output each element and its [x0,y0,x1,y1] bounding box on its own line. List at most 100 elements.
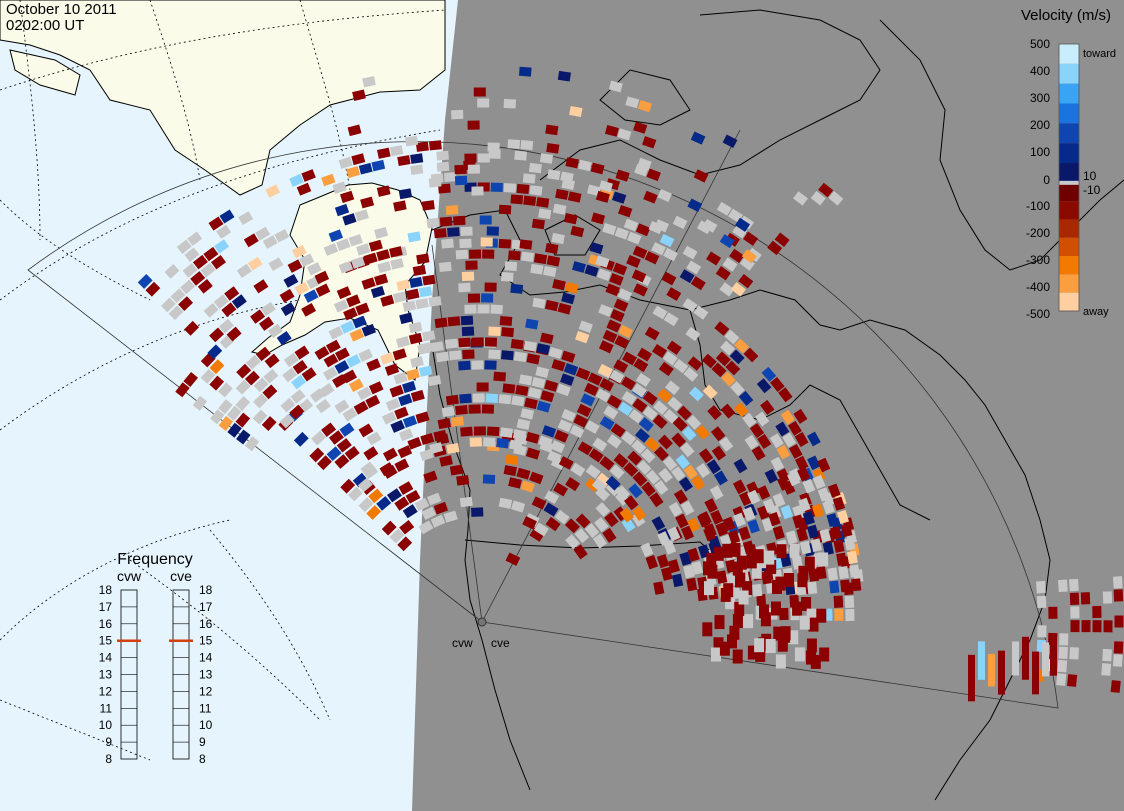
velocity-cell [536,400,551,413]
velocity-cell [516,467,531,480]
velocity-cell [759,604,769,619]
velocity-cell [753,549,764,564]
frequency-tick-label: 18 [99,583,113,597]
velocity-cell [328,430,344,445]
frequency-tick-label: 10 [199,718,213,732]
velocity-cell [739,256,755,271]
velocity-cell [687,517,701,533]
velocity-cell [714,321,730,336]
velocity-cell [806,650,816,665]
velocity-tick-labels: 500400300200100100-10-100-200-300-400-50… [1026,37,1101,321]
velocity-cell [603,405,619,420]
velocity-cell [339,422,355,437]
velocity-cell [235,412,251,428]
velocity-cell [289,404,305,420]
velocity-cell [765,639,776,653]
velocity-cell [291,244,307,259]
velocity-cell [657,388,673,403]
velocity-cell [570,462,586,477]
velocity-cell [1103,620,1113,633]
velocity-cell [349,328,365,342]
velocity-cell [292,360,308,375]
velocity-cell [1092,620,1102,633]
velocity-cell [529,185,543,196]
velocity-cell [525,447,541,460]
velocity-cell [651,516,666,531]
velocity-cell [180,279,196,295]
velocity-colorbar-cell [1059,163,1079,183]
velocity-cell [652,414,668,430]
velocity-cell [556,383,571,397]
velocity-cell [787,420,802,436]
velocity-cell [558,456,574,470]
velocity-cell [342,407,358,422]
velocity-cell [421,330,436,342]
velocity-cell [652,305,668,320]
velocity-cell [429,442,444,454]
velocity-cell [315,398,331,414]
velocity-cell [732,614,743,628]
frequency-tick-label: 13 [99,668,113,682]
velocity-cell [527,387,542,399]
velocity-cell [675,454,691,470]
velocity-cell [365,394,381,409]
velocity-cell [612,262,628,276]
velocity-cell [817,457,831,473]
velocity-cell [612,191,627,204]
velocity-cell [797,466,811,482]
velocity-cell [496,438,510,449]
velocity-tick-label: -400 [1026,280,1050,294]
velocity-cell [719,234,735,249]
velocity-cell [565,157,579,169]
velocity-cell [484,360,497,370]
velocity-cell [720,371,736,387]
velocity-tick-label: -10 [1083,183,1101,197]
velocity-cell [334,399,350,414]
velocity-cell [557,419,573,433]
velocity-cell [620,376,636,391]
velocity-cell [552,278,566,291]
velocity-cell [828,190,844,206]
velocity-cell [546,450,562,464]
velocity-cell [338,156,353,169]
velocity-cell [683,367,699,382]
velocity-cell [754,638,765,653]
velocity-cell [632,383,647,398]
velocity-cell [698,448,714,464]
velocity-cell [472,393,485,403]
velocity-cell [742,540,755,555]
velocity-cell [357,477,373,493]
velocity-cell [509,439,523,451]
velocity-cell [363,446,379,461]
velocity-cell [851,578,862,592]
frequency-cve-label: cve [170,568,192,584]
velocity-cell [342,213,357,226]
velocity-cell [428,177,442,188]
velocity-cell [686,260,702,275]
velocity-cell [1059,633,1069,646]
velocity-cell [830,526,842,540]
velocity-cell [770,456,785,472]
velocity-cell [810,190,826,206]
velocity-cell [729,349,745,365]
velocity-cell [768,511,781,527]
velocity-cell [793,191,808,206]
velocity-cell [840,523,853,538]
velocity-cell [374,273,389,286]
velocity-cell [486,426,500,437]
velocity-cell [1110,680,1121,693]
velocity-cell [672,215,688,230]
velocity-cell [430,341,444,353]
velocity-cell [635,428,650,443]
velocity-cell [632,506,647,521]
velocity-cell [597,363,613,378]
velocity-cell [514,150,527,161]
velocity-cell [512,429,527,441]
velocity-cell [168,305,184,321]
velocity-cell [543,502,559,517]
velocity-cell [1112,576,1123,589]
velocity-cell [197,279,213,294]
velocity-cell [455,404,468,416]
velocity-cell [387,488,402,503]
velocity-cell [722,257,738,272]
